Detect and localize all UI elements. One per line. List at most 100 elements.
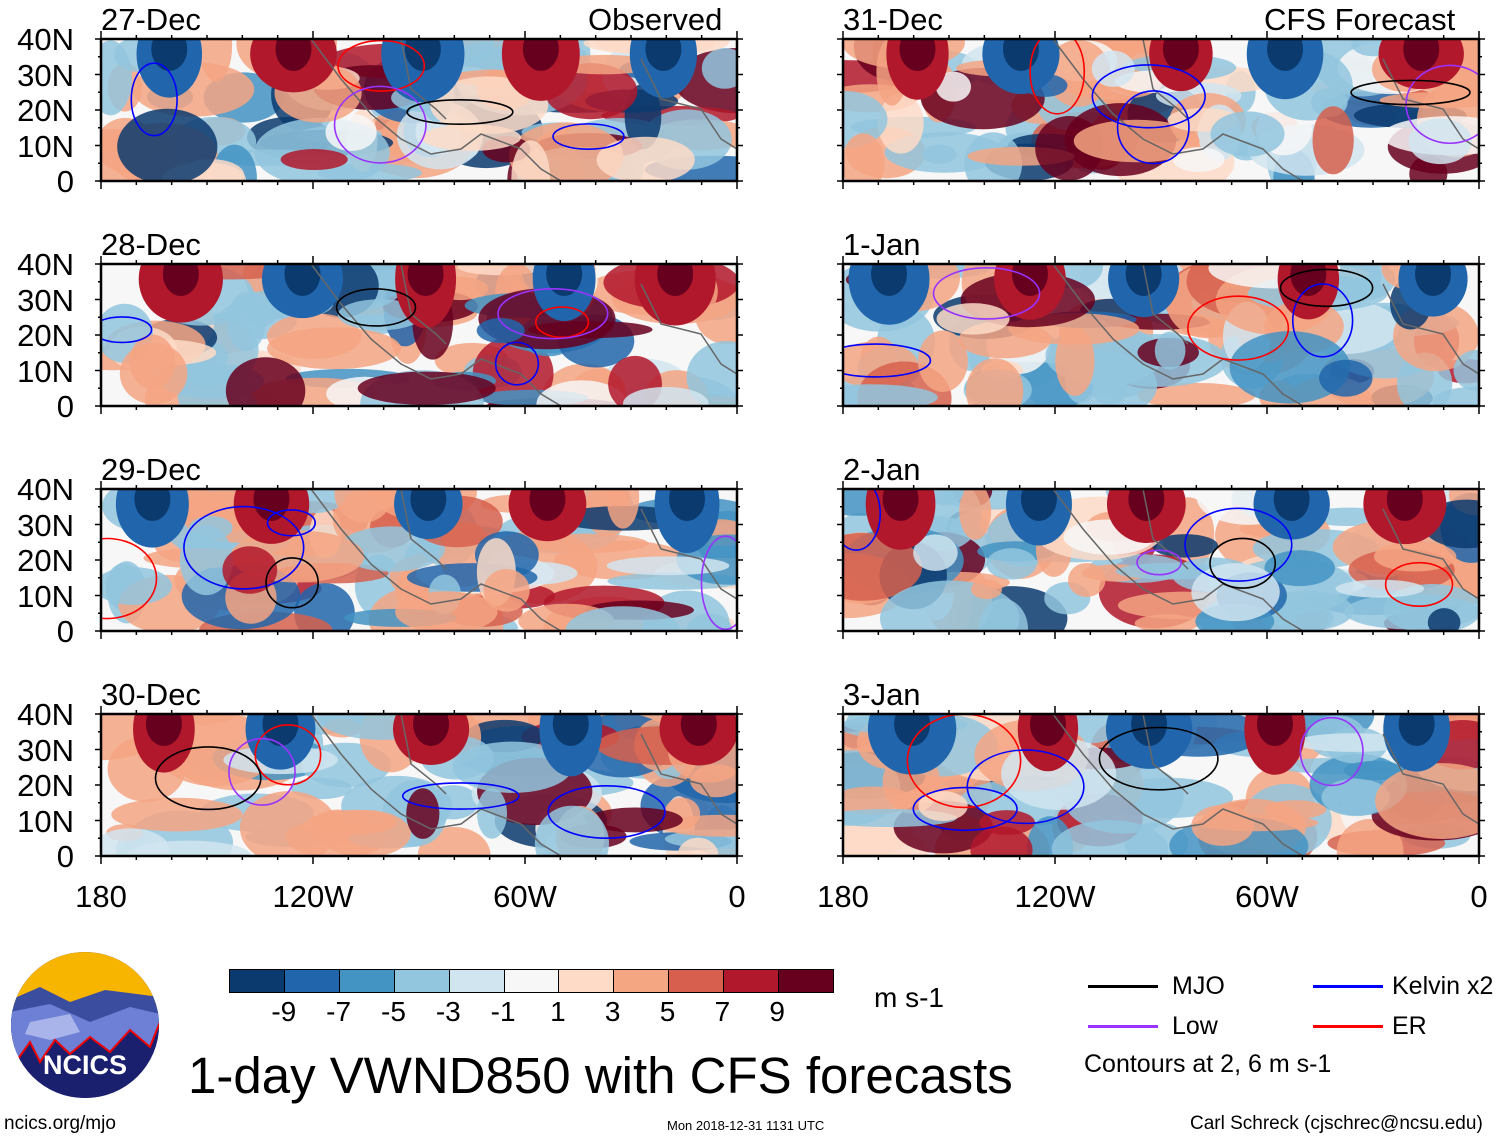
contour-line [1184,507,1293,582]
footer-timestamp: Mon 2018-12-31 1131 UTC [667,1118,825,1133]
wind-anomaly-blob [921,144,957,164]
wind-anomaly-blob [606,489,640,529]
wind-anomaly-blob [1191,804,1254,846]
colorbar-swatch [230,970,284,992]
map-panel [95,481,743,639]
map-panel [837,31,1485,189]
wind-anomaly-blob [284,264,321,296]
wind-anomaly-blob [199,39,233,82]
wind-anomaly-blob [657,264,694,296]
panel-date-label: 27-Dec [101,2,201,37]
wind-anomaly-blob [899,39,936,71]
wind-anomaly-blob [1432,386,1479,406]
wind-anomaly-blob [959,489,992,540]
y-tick-label: 0 [56,389,74,424]
contour-line [912,786,1018,832]
wind-anomaly-blob [395,591,498,631]
y-tick-label: 40N [17,697,74,732]
wind-anomaly-blob [986,548,1037,580]
mjo-line-swatch [1088,985,1158,988]
x-tick-label: 60W [1235,879,1299,914]
colorbar-swatch [503,970,559,992]
colorbar-swatch [668,970,724,992]
contour-line [1209,537,1277,589]
wind-anomaly-blob [529,489,566,521]
contour-line [1187,295,1290,361]
x-tick-label: 60W [493,879,557,914]
wind-anomaly-blob [917,330,968,392]
wind-anomaly-blob [882,489,919,521]
wind-anomaly-blob [262,714,299,746]
wind-anomaly-blob [843,91,888,149]
wind-anomaly-blob [239,791,338,856]
contour-line [1116,90,1190,165]
wind-anomaly-blob [1125,264,1162,296]
y-tick-label: 40N [17,472,74,507]
colorbar-swatch [448,970,504,992]
wind-anomaly-blob [606,556,730,576]
wind-anomaly-blob [1128,489,1165,521]
er-line-swatch [1313,1025,1383,1028]
coastline [1052,39,1479,181]
wind-anomaly-blob [1068,562,1106,597]
wind-anomaly-blob [1172,147,1225,172]
colorbar-tick-label: -5 [381,996,406,1027]
x-tick-label: 0 [728,879,746,914]
y-tick-label: 20N [17,768,74,803]
panel-date-label: 28-Dec [101,227,201,262]
contour-line [333,85,427,164]
wind-anomaly-blob [1375,763,1479,839]
wind-anomaly-blob [134,489,171,521]
wind-anomaly-blob [452,741,573,793]
wind-anomaly-blob [511,140,551,181]
wind-anomaly-blob [1029,714,1066,746]
contour-line [1029,39,1086,115]
wind-anomaly-blob [686,613,733,631]
wind-anomaly-blob [1256,714,1293,746]
wind-anomaly-blob [1343,760,1405,781]
wind-anomaly-blob [1408,118,1472,165]
contour-line [228,737,296,806]
contour-line [843,343,932,378]
wind-anomaly-blob [280,149,348,171]
colorbar [229,969,834,993]
coastline [310,489,737,631]
colorbar-swatch [393,970,449,992]
observed-label: Observed [588,2,723,37]
wind-anomaly-blob [1264,550,1336,587]
wind-anomaly-blob [970,826,1033,856]
colorbar-swatch [778,970,833,992]
forecast-label: CFS Forecast [1264,2,1456,37]
wind-anomaly-blob [1134,614,1200,631]
wind-anomaly-blob [1210,111,1285,157]
wind-anomaly-blob [669,489,706,521]
contour-line [1136,549,1183,576]
wind-anomaly-blob [338,526,445,572]
wind-anomaly-blob [483,569,530,612]
wind-anomaly-blob [622,386,709,406]
contour-line [534,306,590,339]
wind-anomaly-blob [294,583,355,631]
low-line-swatch [1088,1025,1158,1028]
map-panel [837,256,1485,414]
wind-anomaly-blob [275,39,312,71]
coastline [310,714,737,856]
wind-anomaly-blob [970,579,1002,600]
x-tick-label: 120W [272,879,354,914]
colorbar-tick-label: 3 [604,996,621,1027]
contours-note: Contours at 2, 6 m s-1 [1084,1050,1332,1078]
wind-anomaly-blob [877,93,924,154]
wind-anomaly-blob [1403,39,1440,71]
contour-line [266,509,316,537]
y-tick-label: 10N [17,578,74,614]
wind-anomaly-blob [935,71,972,102]
wind-anomaly-blob [588,807,683,833]
contour-line [101,537,158,620]
legend-label-er: ER [1392,1012,1427,1040]
wind-anomaly-blob [1020,489,1057,521]
ncics-logo: NCICS [11,952,159,1098]
x-tick-label: 180 [817,879,869,914]
colorbar-tick-label: 7 [714,996,731,1027]
map-panel [95,256,743,414]
wind-anomaly-blob [1321,778,1390,817]
